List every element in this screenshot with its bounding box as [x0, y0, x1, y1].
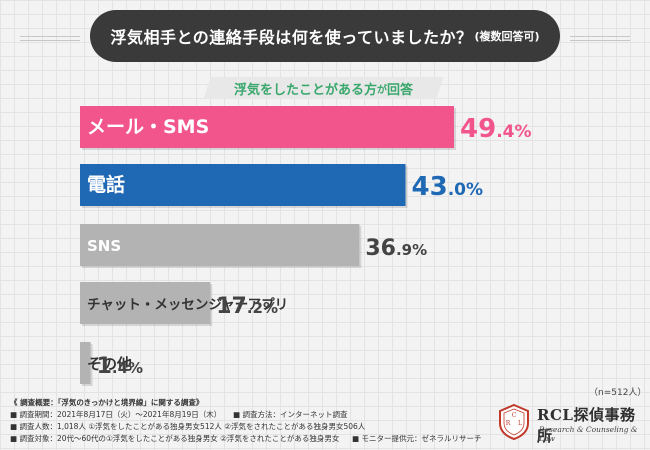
title-decoration-right [570, 36, 630, 41]
value-label: 17.2% [216, 294, 278, 319]
svg-text:L: L [518, 420, 522, 427]
chart-title: 浮気相手との連絡手段は何を使っていましたか？ (複数回答可) [90, 10, 560, 62]
survey-overview: 《 調査概要：「浮気のきっかけと境界線」に関する調査》 [10, 398, 204, 407]
bar [80, 224, 360, 266]
sample-size-label: （n=512人） [589, 388, 647, 398]
value-label: 1.4% [97, 354, 143, 379]
value-label: 43.0% [412, 172, 484, 202]
svg-text:R: R [506, 420, 511, 427]
category-label: チャット・メッセンジャーアプリ [87, 297, 288, 313]
category-label: メール・SMS [87, 116, 209, 138]
bar [80, 106, 454, 148]
survey-target: ■ 調査対象：20代～60代の①浮気をしたことがある独身男女 ②浮気をされたこと… [10, 434, 340, 443]
subtitle-particle: が [377, 84, 387, 96]
chart-title-text: 浮気相手との連絡手段は何を使っていましたか？ [110, 28, 473, 47]
category-label: 電話 [87, 173, 125, 196]
category-label: SNS [87, 237, 121, 255]
title-decoration-left [20, 36, 80, 41]
subtitle-prefix: 浮気をしたことがある方 [233, 82, 377, 98]
bar [80, 164, 406, 206]
survey-count: ■ 調査人数：1,018人 ①浮気をしたことがある独身男女512人 ②浮気をされ… [10, 422, 366, 431]
survey-period: ■ 調査期間：2021年8月17日（火）～2021年8月19日（木） [10, 410, 222, 419]
chart-subtitle: 浮気をしたことがある方が回答 [207, 77, 440, 99]
rcl-logo-icon: C R L [499, 403, 529, 441]
value-label: 36.9% [365, 236, 427, 261]
bar [80, 342, 91, 384]
subtitle-suffix: 回答 [387, 82, 414, 98]
bar [80, 282, 211, 324]
monitor-provider: ■ モニター提供元：ゼネラルリサーチ [352, 434, 482, 443]
chart-title-note: (複数回答可) [474, 30, 540, 43]
svg-text:C: C [512, 412, 517, 419]
brand-name: RCL探偵事務所 [537, 406, 636, 445]
category-label: その他 [87, 355, 132, 373]
brand-tagline: Research & Counseling & Law [539, 425, 638, 443]
survey-method: ■ 調査方法：インターネット調査 [233, 410, 348, 419]
value-label: 49.4% [460, 114, 532, 144]
